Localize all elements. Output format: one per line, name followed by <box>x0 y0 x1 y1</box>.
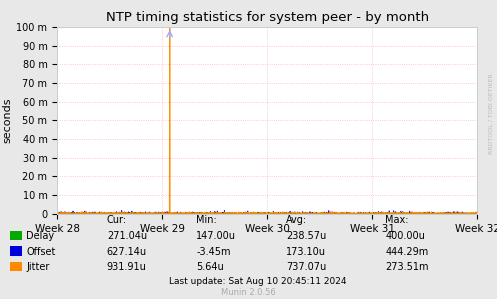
Text: Delay: Delay <box>26 231 55 241</box>
Text: 271.04u: 271.04u <box>107 231 147 241</box>
Text: 400.00u: 400.00u <box>385 231 425 241</box>
Text: 238.57u: 238.57u <box>286 231 326 241</box>
Text: 627.14u: 627.14u <box>107 247 147 257</box>
Text: Jitter: Jitter <box>26 262 50 272</box>
Text: 147.00u: 147.00u <box>196 231 236 241</box>
Title: NTP timing statistics for system peer - by month: NTP timing statistics for system peer - … <box>105 11 429 24</box>
Text: 931.91u: 931.91u <box>107 262 147 272</box>
Text: RRDTOOL / TOBI OETIKER: RRDTOOL / TOBI OETIKER <box>489 73 494 154</box>
Y-axis label: seconds: seconds <box>2 97 12 143</box>
Text: Cur:: Cur: <box>107 215 127 225</box>
Text: 737.07u: 737.07u <box>286 262 326 272</box>
Text: 5.64u: 5.64u <box>196 262 224 272</box>
Text: Last update: Sat Aug 10 20:45:11 2024: Last update: Sat Aug 10 20:45:11 2024 <box>169 277 346 286</box>
Text: Max:: Max: <box>385 215 409 225</box>
Text: 173.10u: 173.10u <box>286 247 326 257</box>
Text: 273.51m: 273.51m <box>385 262 429 272</box>
Text: Avg:: Avg: <box>286 215 307 225</box>
Text: -3.45m: -3.45m <box>196 247 231 257</box>
Text: Munin 2.0.56: Munin 2.0.56 <box>221 289 276 298</box>
Text: Min:: Min: <box>196 215 217 225</box>
Text: Offset: Offset <box>26 247 56 257</box>
Text: 444.29m: 444.29m <box>385 247 428 257</box>
